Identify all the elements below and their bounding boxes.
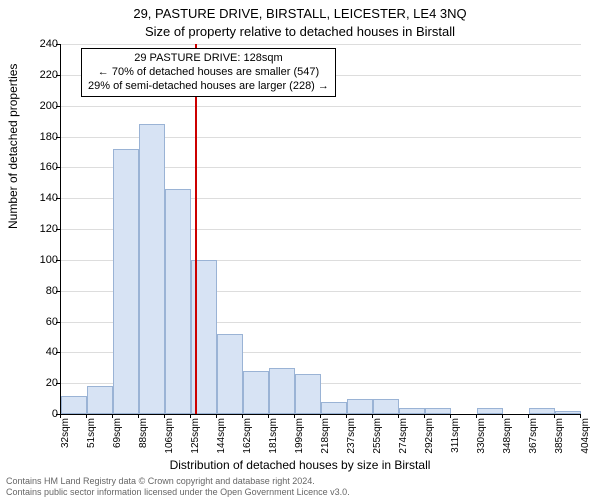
chart-title-sub: Size of property relative to detached ho… — [0, 24, 600, 39]
y-tick-mark — [56, 198, 60, 199]
x-tick-label: 292sqm — [424, 418, 435, 478]
y-tick-mark — [56, 167, 60, 168]
x-tick-label: 385sqm — [554, 418, 565, 478]
histogram-bar — [529, 408, 555, 414]
x-tick-label: 237sqm — [346, 418, 357, 478]
histogram-bar — [243, 371, 269, 414]
y-tick-label: 80 — [34, 285, 58, 297]
x-tick-label: 311sqm — [450, 418, 461, 478]
chart-title-main: 29, PASTURE DRIVE, BIRSTALL, LEICESTER, … — [0, 6, 600, 21]
x-tick-label: 162sqm — [242, 418, 253, 478]
y-tick-label: 220 — [34, 69, 58, 81]
footer-credits: Contains HM Land Registry data © Crown c… — [6, 476, 594, 497]
x-tick-label: 274sqm — [398, 418, 409, 478]
histogram-bar — [425, 408, 451, 414]
y-tick-label: 160 — [34, 161, 58, 173]
y-tick-mark — [56, 352, 60, 353]
y-tick-label: 180 — [34, 131, 58, 143]
x-tick-label: 367sqm — [528, 418, 539, 478]
y-tick-mark — [56, 75, 60, 76]
histogram-bar — [87, 386, 113, 414]
x-tick-label: 144sqm — [216, 418, 227, 478]
annotation-line2: ← 70% of detached houses are smaller (54… — [88, 66, 329, 80]
y-axis-label: Number of detached properties — [6, 64, 20, 229]
x-tick-label: 199sqm — [294, 418, 305, 478]
histogram-bar — [399, 408, 425, 414]
x-tick-label: 88sqm — [138, 418, 149, 478]
annotation-line1: 29 PASTURE DRIVE: 128sqm — [88, 52, 329, 66]
x-tick-label: 51sqm — [86, 418, 97, 478]
y-tick-label: 20 — [34, 377, 58, 389]
y-tick-mark — [56, 383, 60, 384]
histogram-bar — [347, 399, 373, 414]
histogram-bar — [321, 402, 347, 414]
x-tick-label: 181sqm — [268, 418, 279, 478]
y-tick-mark — [56, 291, 60, 292]
histogram-bar — [373, 399, 399, 414]
histogram-bar — [217, 334, 243, 414]
y-tick-mark — [56, 44, 60, 45]
x-tick-label: 255sqm — [372, 418, 383, 478]
histogram-bar — [165, 189, 191, 414]
histogram-chart: 29, PASTURE DRIVE, BIRSTALL, LEICESTER, … — [0, 0, 600, 500]
histogram-bar — [113, 149, 139, 414]
x-tick-label: 218sqm — [320, 418, 331, 478]
x-tick-label: 404sqm — [580, 418, 591, 478]
y-tick-mark — [56, 137, 60, 138]
footer-line2: Contains public sector information licen… — [6, 487, 594, 497]
y-tick-mark — [56, 106, 60, 107]
y-tick-mark — [56, 260, 60, 261]
x-tick-label: 32sqm — [60, 418, 71, 478]
y-tick-label: 0 — [34, 408, 58, 420]
y-tick-label: 40 — [34, 346, 58, 358]
annotation-line3: 29% of semi-detached houses are larger (… — [88, 80, 329, 94]
histogram-bar — [61, 396, 87, 415]
histogram-bar — [555, 411, 581, 414]
x-tick-label: 125sqm — [190, 418, 201, 478]
y-tick-mark — [56, 229, 60, 230]
gridline — [61, 106, 581, 107]
x-tick-label: 348sqm — [502, 418, 513, 478]
histogram-bar — [295, 374, 321, 414]
histogram-bar — [139, 124, 165, 414]
x-tick-label: 330sqm — [476, 418, 487, 478]
histogram-bar — [269, 368, 295, 414]
marker-line — [195, 44, 197, 414]
x-tick-label: 69sqm — [112, 418, 123, 478]
plot-area: 29 PASTURE DRIVE: 128sqm ← 70% of detach… — [60, 44, 581, 415]
gridline — [61, 44, 581, 45]
y-tick-label: 240 — [34, 38, 58, 50]
y-tick-mark — [56, 322, 60, 323]
y-tick-label: 200 — [34, 100, 58, 112]
x-tick-label: 106sqm — [164, 418, 175, 478]
y-tick-label: 60 — [34, 316, 58, 328]
y-tick-label: 100 — [34, 254, 58, 266]
y-tick-label: 140 — [34, 192, 58, 204]
y-tick-label: 120 — [34, 223, 58, 235]
marker-annotation: 29 PASTURE DRIVE: 128sqm ← 70% of detach… — [81, 48, 336, 97]
histogram-bar — [477, 408, 503, 414]
